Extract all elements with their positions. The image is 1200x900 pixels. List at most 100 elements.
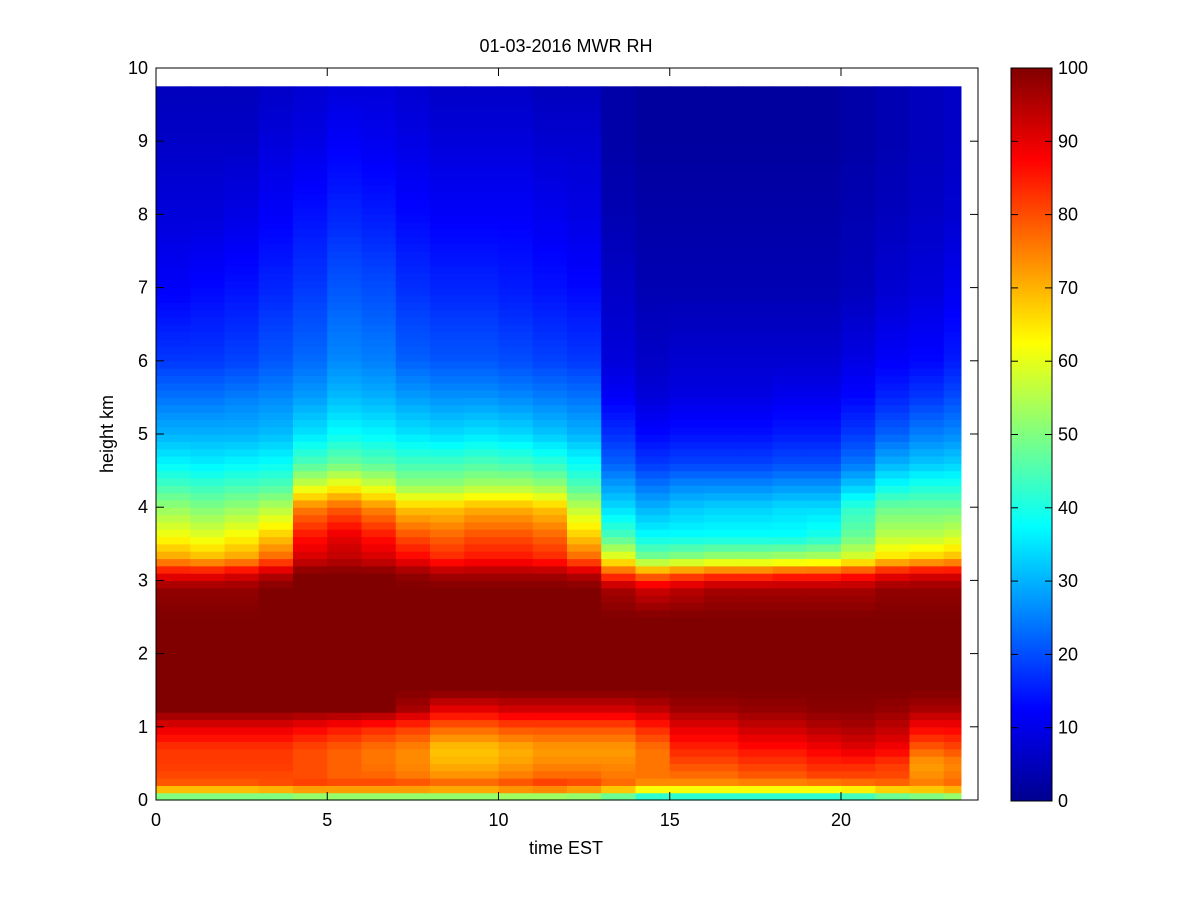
- heatmap-cell: [772, 631, 808, 640]
- heatmap-cell: [190, 587, 226, 596]
- heatmap-cell: [567, 792, 602, 801]
- heatmap-cell: [738, 258, 774, 267]
- heatmap-cell: [943, 763, 962, 772]
- heatmap-cell: [841, 404, 876, 413]
- heatmap-cell: [943, 294, 962, 303]
- heatmap-cell: [704, 529, 739, 538]
- heatmap-cell: [224, 514, 260, 523]
- heatmap-cell: [327, 258, 363, 267]
- heatmap-cell: [327, 86, 363, 91]
- heatmap-cell: [361, 119, 397, 128]
- heatmap-cell: [293, 690, 328, 699]
- heatmap-cell: [464, 668, 500, 677]
- heatmap-cell: [635, 353, 671, 362]
- heatmap-cell: [464, 302, 500, 311]
- heatmap-cell: [532, 668, 568, 677]
- heatmap-cell: [224, 477, 260, 486]
- heatmap-cell: [601, 646, 637, 655]
- heatmap-cell: [772, 565, 808, 574]
- heatmap-cell: [943, 148, 962, 157]
- heatmap-cell: [327, 316, 363, 325]
- heatmap-cell: [258, 434, 294, 442]
- heatmap-cell: [190, 573, 226, 581]
- heatmap-cell: [190, 397, 226, 406]
- heatmap-cell: [327, 265, 363, 274]
- heatmap-cell: [772, 177, 808, 186]
- heatmap-cell: [293, 646, 328, 655]
- heatmap-cell: [395, 741, 431, 750]
- heatmap-cell: [156, 638, 191, 647]
- colorbar-tick-label: 100: [1058, 58, 1088, 78]
- heatmap-cell: [669, 221, 705, 230]
- heatmap-cell: [738, 368, 774, 377]
- heatmap-cell: [704, 778, 739, 786]
- heatmap-cell: [635, 770, 671, 779]
- heatmap-cell: [464, 499, 500, 508]
- heatmap-cell: [361, 646, 397, 655]
- heatmap-cell: [430, 382, 465, 391]
- heatmap-cell: [224, 148, 260, 157]
- heatmap-cell: [293, 477, 328, 486]
- heatmap-cell: [190, 243, 226, 252]
- heatmap-cell: [156, 104, 191, 113]
- heatmap-cell: [841, 748, 876, 757]
- heatmap-cell: [190, 441, 226, 450]
- heatmap-cell: [258, 316, 294, 325]
- heatmap-cell: [156, 360, 191, 369]
- heatmap-cell: [532, 104, 568, 113]
- heatmap-cell: [224, 690, 260, 699]
- heatmap-cell: [635, 309, 671, 318]
- heatmap-cell: [464, 792, 500, 801]
- heatmap-cell: [156, 624, 191, 633]
- heatmap-cell: [704, 477, 739, 486]
- heatmap-cell: [943, 170, 962, 179]
- heatmap-cell: [738, 675, 774, 684]
- heatmap-cell: [875, 229, 911, 237]
- heatmap-cell: [875, 375, 911, 384]
- heatmap-cell: [909, 507, 945, 516]
- heatmap-cell: [635, 580, 671, 589]
- heatmap-cell: [704, 170, 739, 179]
- heatmap-cell: [532, 697, 568, 706]
- heatmap-cell: [395, 111, 431, 120]
- heatmap-cell: [395, 287, 431, 296]
- heatmap-cell: [395, 690, 431, 699]
- heatmap-cell: [293, 595, 328, 603]
- heatmap-cell: [361, 390, 397, 398]
- heatmap-cell: [601, 675, 637, 684]
- heatmap-cell: [704, 617, 739, 625]
- heatmap-cell: [395, 214, 431, 223]
- heatmap-cell: [875, 595, 911, 603]
- heatmap-cell: [841, 441, 876, 450]
- heatmap-cell: [909, 551, 945, 560]
- heatmap-cell: [601, 353, 637, 362]
- heatmap-cell: [669, 155, 705, 164]
- heatmap-cell: [224, 638, 260, 647]
- heatmap-cell: [327, 792, 363, 801]
- heatmap-cell: [327, 638, 363, 647]
- heatmap-cell: [293, 785, 328, 794]
- heatmap-cell: [875, 712, 911, 721]
- heatmap-cell: [841, 499, 876, 508]
- heatmap-cell: [464, 229, 500, 237]
- heatmap-cell: [156, 485, 191, 494]
- heatmap-cell: [704, 690, 739, 699]
- heatmap-cell: [361, 697, 397, 706]
- heatmap-cell: [567, 756, 602, 764]
- heatmap-cell: [704, 704, 739, 713]
- heatmap-cell: [293, 748, 328, 757]
- heatmap-cell: [224, 86, 260, 91]
- heatmap-cell: [293, 280, 328, 289]
- heatmap-cell: [704, 507, 739, 516]
- y-tick-label: 0: [138, 790, 148, 810]
- heatmap-cell: [806, 309, 842, 318]
- heatmap-cell: [669, 521, 705, 530]
- heatmap-cell: [395, 426, 431, 435]
- heatmap-cell: [464, 155, 500, 164]
- heatmap-cell: [430, 251, 465, 259]
- heatmap-cell: [395, 660, 431, 669]
- heatmap-cell: [669, 368, 705, 377]
- heatmap-cell: [909, 236, 945, 245]
- heatmap-cell: [498, 697, 534, 706]
- heatmap-cell: [327, 221, 363, 230]
